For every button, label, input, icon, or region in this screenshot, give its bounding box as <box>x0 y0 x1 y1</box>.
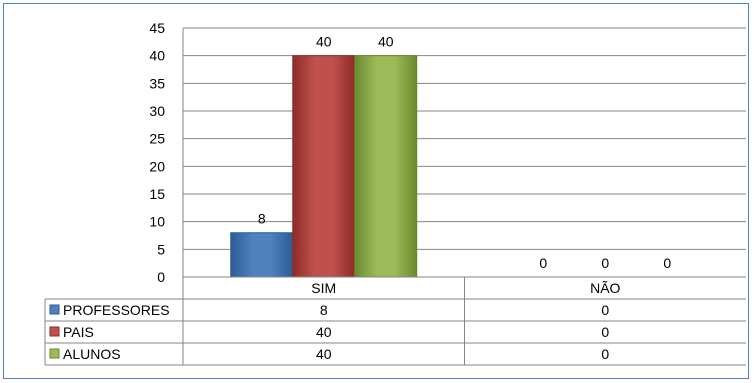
category-label: NÃO <box>590 280 620 296</box>
bar <box>292 55 356 278</box>
y-tick-label: 20 <box>149 158 165 174</box>
y-tick-label: 45 <box>149 20 165 36</box>
y-tick-label: 0 <box>157 269 165 285</box>
data-label: 0 <box>601 255 609 271</box>
legend-label: PROFESSORES <box>63 302 170 318</box>
y-tick-label: 40 <box>149 48 165 64</box>
data-label: 0 <box>663 255 671 271</box>
bar <box>230 232 294 278</box>
data-label: 40 <box>378 34 394 50</box>
data-label: 0 <box>539 255 547 271</box>
y-tick-label: 15 <box>149 186 165 202</box>
table-cell-value: 0 <box>601 324 609 340</box>
table-cell-value: 40 <box>316 324 332 340</box>
y-tick-label: 25 <box>149 131 165 147</box>
y-tick-label: 35 <box>149 75 165 91</box>
legend-key <box>49 348 60 359</box>
category-label: SIM <box>311 280 336 296</box>
y-tick-label: 5 <box>157 241 165 257</box>
y-tick-label: 30 <box>149 103 165 119</box>
table-cell-value: 0 <box>601 346 609 362</box>
data-label: 40 <box>316 34 332 50</box>
legend-label: ALUNOS <box>63 346 121 362</box>
legend-label: PAIS <box>63 324 94 340</box>
legend-key <box>49 326 60 337</box>
table-cell-value: 8 <box>320 302 328 318</box>
legend-key <box>49 304 60 315</box>
table-cell-value: 0 <box>601 302 609 318</box>
y-tick-label: 10 <box>149 214 165 230</box>
table-cell-value: 40 <box>316 346 332 362</box>
bar <box>354 55 418 278</box>
data-label: 8 <box>258 211 266 227</box>
